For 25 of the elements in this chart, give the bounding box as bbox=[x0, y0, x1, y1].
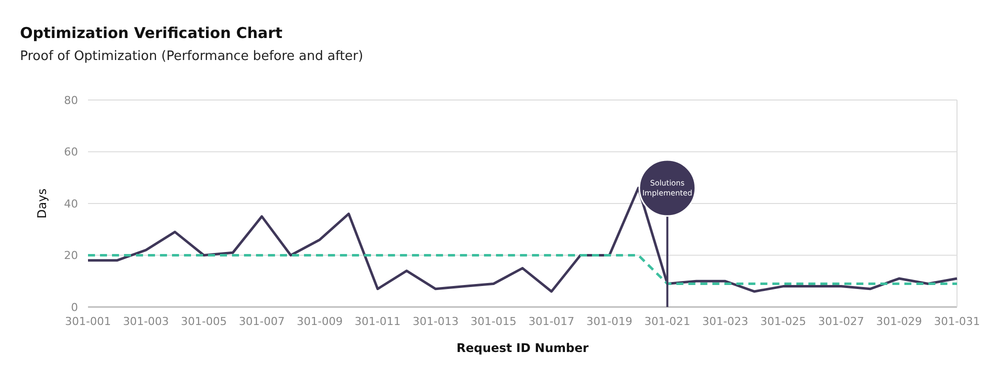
x-tick-label: 301-009 bbox=[296, 315, 343, 328]
x-tick-label: 301-003 bbox=[122, 315, 169, 328]
chart-title: Optimization Verification Chart bbox=[20, 24, 282, 42]
x-axis-title: Request ID Number bbox=[456, 341, 589, 355]
y-axis-title: Days bbox=[35, 188, 49, 218]
chart-subtitle: Proof of Optimization (Performance before and after) bbox=[20, 49, 364, 64]
y-tick-label: 0 bbox=[71, 300, 78, 314]
x-tick-label: 301-005 bbox=[180, 315, 227, 328]
x-tick-label: 301-015 bbox=[470, 315, 517, 328]
y-tick-label: 40 bbox=[64, 197, 78, 210]
x-tick-label: 301-011 bbox=[354, 315, 401, 328]
x-tick-label: 301-013 bbox=[412, 315, 459, 328]
x-tick-label: 301-001 bbox=[65, 315, 111, 328]
x-tick-label: 301-007 bbox=[238, 315, 285, 328]
x-tick-label: 301-029 bbox=[876, 315, 922, 328]
x-tick-label: 301-027 bbox=[818, 315, 864, 328]
x-tick-label: 301-025 bbox=[760, 315, 806, 328]
x-tick-label: 301-031 bbox=[934, 315, 980, 328]
x-tick-label: 301-019 bbox=[586, 315, 632, 328]
x-tick-label: 301-017 bbox=[528, 315, 574, 328]
y-tick-label: 60 bbox=[64, 146, 78, 159]
y-tick-label: 20 bbox=[64, 249, 78, 262]
x-tick-label: 301-023 bbox=[702, 315, 748, 328]
y-tick-label: 80 bbox=[64, 94, 78, 107]
x-tick-label: 301-021 bbox=[644, 315, 690, 328]
